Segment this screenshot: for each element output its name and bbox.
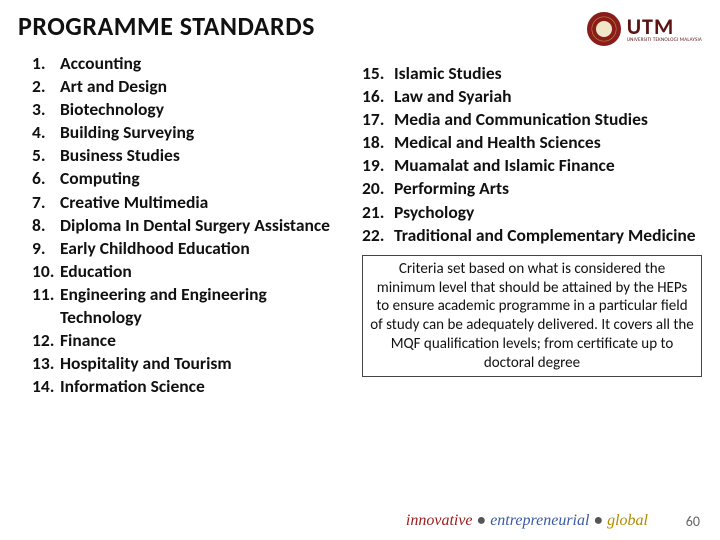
list-item: 11.Engineering and Engineering Technolog… [32, 283, 352, 329]
list-item: 2.Art and Design [32, 75, 352, 98]
logo-main-text: UTM [627, 16, 702, 38]
list-item: 16.Law and Syariah [362, 85, 702, 108]
item-number: 9. [32, 237, 60, 260]
item-number: 8. [32, 214, 60, 237]
tagline-innovative: innovative [406, 512, 473, 529]
list-item: 6.Computing [32, 167, 352, 190]
item-number: 22. [362, 224, 394, 247]
item-number: 6. [32, 167, 60, 190]
list-item: 3.Biotechnology [32, 98, 352, 121]
item-number: 18. [362, 131, 394, 154]
item-number: 17. [362, 108, 394, 131]
list-item: 14.Information Science [32, 375, 352, 398]
criteria-box: Criteria set based on what is considered… [362, 255, 702, 378]
dot-icon: ● [593, 512, 607, 529]
list-item: 22.Traditional and Complementary Medicin… [362, 224, 702, 247]
item-text: Media and Communication Studies [394, 108, 702, 131]
list-item: 12.Finance [32, 329, 352, 352]
content-columns: 1.Accounting2.Art and Design3.Biotechnol… [0, 46, 720, 398]
item-text: Engineering and Engineering Technology [60, 283, 352, 329]
item-number: 11. [32, 283, 60, 329]
page-number: 60 [686, 513, 700, 530]
list-item: 17.Media and Communication Studies [362, 108, 702, 131]
item-number: 2. [32, 75, 60, 98]
item-text: Performing Arts [394, 177, 702, 200]
item-number: 16. [362, 85, 394, 108]
item-number: 21. [362, 201, 394, 224]
list-item: 1.Accounting [32, 52, 352, 75]
programme-list-right: 15.Islamic Studies16.Law and Syariah17.M… [362, 62, 702, 247]
item-text: Islamic Studies [394, 62, 702, 85]
left-column: 1.Accounting2.Art and Design3.Biotechnol… [32, 52, 352, 398]
item-number: 4. [32, 121, 60, 144]
item-text: Biotechnology [60, 98, 352, 121]
item-number: 3. [32, 98, 60, 121]
item-text: Creative Multimedia [60, 191, 352, 214]
list-item: 13.Hospitality and Tourism [32, 352, 352, 375]
list-item: 18.Medical and Health Sciences [362, 131, 702, 154]
item-text: Psychology [394, 201, 702, 224]
list-item: 10.Education [32, 260, 352, 283]
list-item: 20.Performing Arts [362, 177, 702, 200]
item-text: Art and Design [60, 75, 352, 98]
page-title: PROGRAMME STANDARDS [18, 10, 315, 42]
item-text: Traditional and Complementary Medicine [394, 224, 702, 247]
item-number: 20. [362, 177, 394, 200]
list-item: 19.Muamalat and Islamic Finance [362, 154, 702, 177]
item-text: Medical and Health Sciences [394, 131, 702, 154]
list-item: 4.Building Surveying [32, 121, 352, 144]
item-number: 15. [362, 62, 394, 85]
list-item: 8.Diploma In Dental Surgery Assistance [32, 214, 352, 237]
logo-sub-text: UNIVERSITI TEKNOLOGI MALAYSIA [627, 38, 702, 43]
logo-seal-icon [587, 12, 621, 46]
item-text: Computing [60, 167, 352, 190]
item-text: Education [60, 260, 352, 283]
item-text: Diploma In Dental Surgery Assistance [60, 214, 352, 237]
right-column: 15.Islamic Studies16.Law and Syariah17.M… [362, 52, 702, 398]
list-item: 5.Business Studies [32, 144, 352, 167]
item-text: Business Studies [60, 144, 352, 167]
item-text: Hospitality and Tourism [60, 352, 352, 375]
item-number: 14. [32, 375, 60, 398]
item-number: 19. [362, 154, 394, 177]
item-text: Early Childhood Education [60, 237, 352, 260]
item-text: Building Surveying [60, 121, 352, 144]
list-item: 7.Creative Multimedia [32, 191, 352, 214]
footer-tagline: innovative ● entrepreneurial ● global [406, 512, 648, 530]
item-text: Law and Syariah [394, 85, 702, 108]
item-text: Finance [60, 329, 352, 352]
item-number: 1. [32, 52, 60, 75]
tagline-global: global [607, 512, 648, 529]
item-text: Accounting [60, 52, 352, 75]
item-number: 7. [32, 191, 60, 214]
programme-list-left: 1.Accounting2.Art and Design3.Biotechnol… [32, 52, 352, 398]
item-number: 13. [32, 352, 60, 375]
dot-icon: ● [477, 512, 491, 529]
item-number: 10. [32, 260, 60, 283]
tagline-entrepreneurial: entrepreneurial [490, 512, 589, 529]
list-item: 21.Psychology [362, 201, 702, 224]
item-text: Information Science [60, 375, 352, 398]
list-item: 15.Islamic Studies [362, 62, 702, 85]
item-number: 5. [32, 144, 60, 167]
utm-logo: UTM UNIVERSITI TEKNOLOGI MALAYSIA [587, 12, 702, 46]
list-item: 9.Early Childhood Education [32, 237, 352, 260]
item-text: Muamalat and Islamic Finance [394, 154, 702, 177]
item-number: 12. [32, 329, 60, 352]
